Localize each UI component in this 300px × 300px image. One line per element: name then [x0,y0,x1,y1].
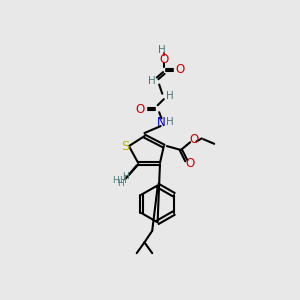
Text: H: H [119,176,126,185]
Text: H: H [148,76,155,86]
Text: H: H [166,91,174,101]
Text: N: N [157,116,166,129]
Text: H: H [122,172,128,181]
Text: H: H [117,179,124,188]
Text: O: O [176,63,185,76]
Text: O: O [189,134,199,146]
Text: H: H [158,45,165,55]
Text: O: O [135,103,144,116]
Text: H: H [166,117,174,127]
Text: H: H [112,176,119,185]
Text: S: S [121,140,129,153]
Text: O: O [185,157,195,169]
Text: O: O [159,52,169,66]
